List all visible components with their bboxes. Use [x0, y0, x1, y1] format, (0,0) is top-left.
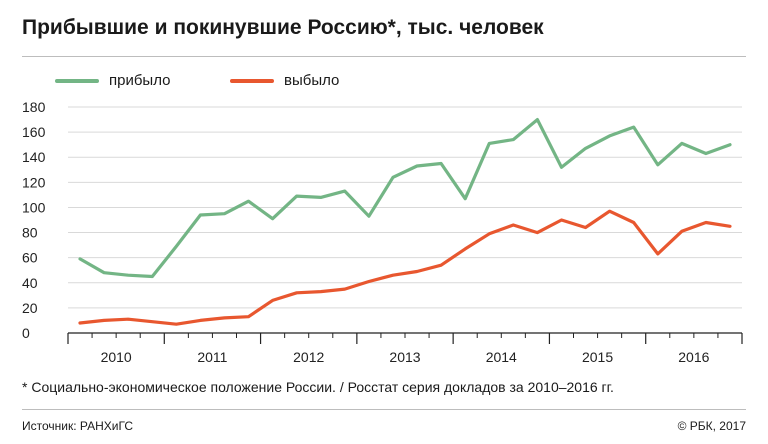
grid-lines — [68, 106, 742, 309]
y-tick-label: 80 — [22, 225, 38, 241]
legend-swatch-departed — [230, 78, 274, 83]
series-lines — [78, 117, 732, 326]
footnote: * Социально-экономическое положение Росс… — [22, 379, 614, 395]
x-tick-label: 2011 — [197, 349, 227, 365]
series-line-arrived — [78, 117, 732, 279]
x-tick-label: 2014 — [486, 349, 517, 365]
y-tick-label: 0 — [22, 325, 30, 341]
copyright: © РБК, 2017 — [677, 419, 746, 433]
chart-title: Прибывшие и покинувшие Россию*, тыс. чел… — [22, 16, 544, 39]
legend-label-arrived: прибыло — [109, 72, 171, 89]
y-tick-label: 60 — [22, 250, 38, 266]
y-tick-label: 100 — [22, 199, 46, 215]
y-tick-label: 120 — [22, 174, 46, 190]
y-tick-label: 140 — [22, 149, 46, 165]
legend-item-departed: выбыло — [230, 72, 339, 89]
legend-label-departed: выбыло — [284, 72, 340, 89]
x-tick-label: 2013 — [389, 349, 420, 365]
footer-divider — [22, 409, 746, 410]
y-tick-label: 20 — [22, 300, 38, 316]
series-line-departed — [78, 209, 732, 326]
x-tick-label: 2016 — [678, 349, 709, 365]
y-tick-label: 180 — [22, 99, 46, 115]
x-tick-label: 2010 — [101, 349, 132, 365]
x-tick-label: 2012 — [293, 349, 324, 365]
title-divider — [22, 56, 746, 57]
source-credit: Источник: РАНХиГС — [22, 419, 134, 433]
legend-swatch-arrived — [55, 78, 99, 83]
y-tick-label: 40 — [22, 275, 38, 291]
x-axis: 2010 2011 2012 2013 2014 2015 2016 — [67, 332, 743, 365]
y-tick-label: 160 — [22, 124, 46, 140]
legend-item-arrived: прибыло — [55, 72, 170, 89]
x-tick-label: 2015 — [582, 349, 613, 365]
y-axis-ticks: 0 20 40 60 80 100 120 140 160 180 — [22, 99, 46, 341]
